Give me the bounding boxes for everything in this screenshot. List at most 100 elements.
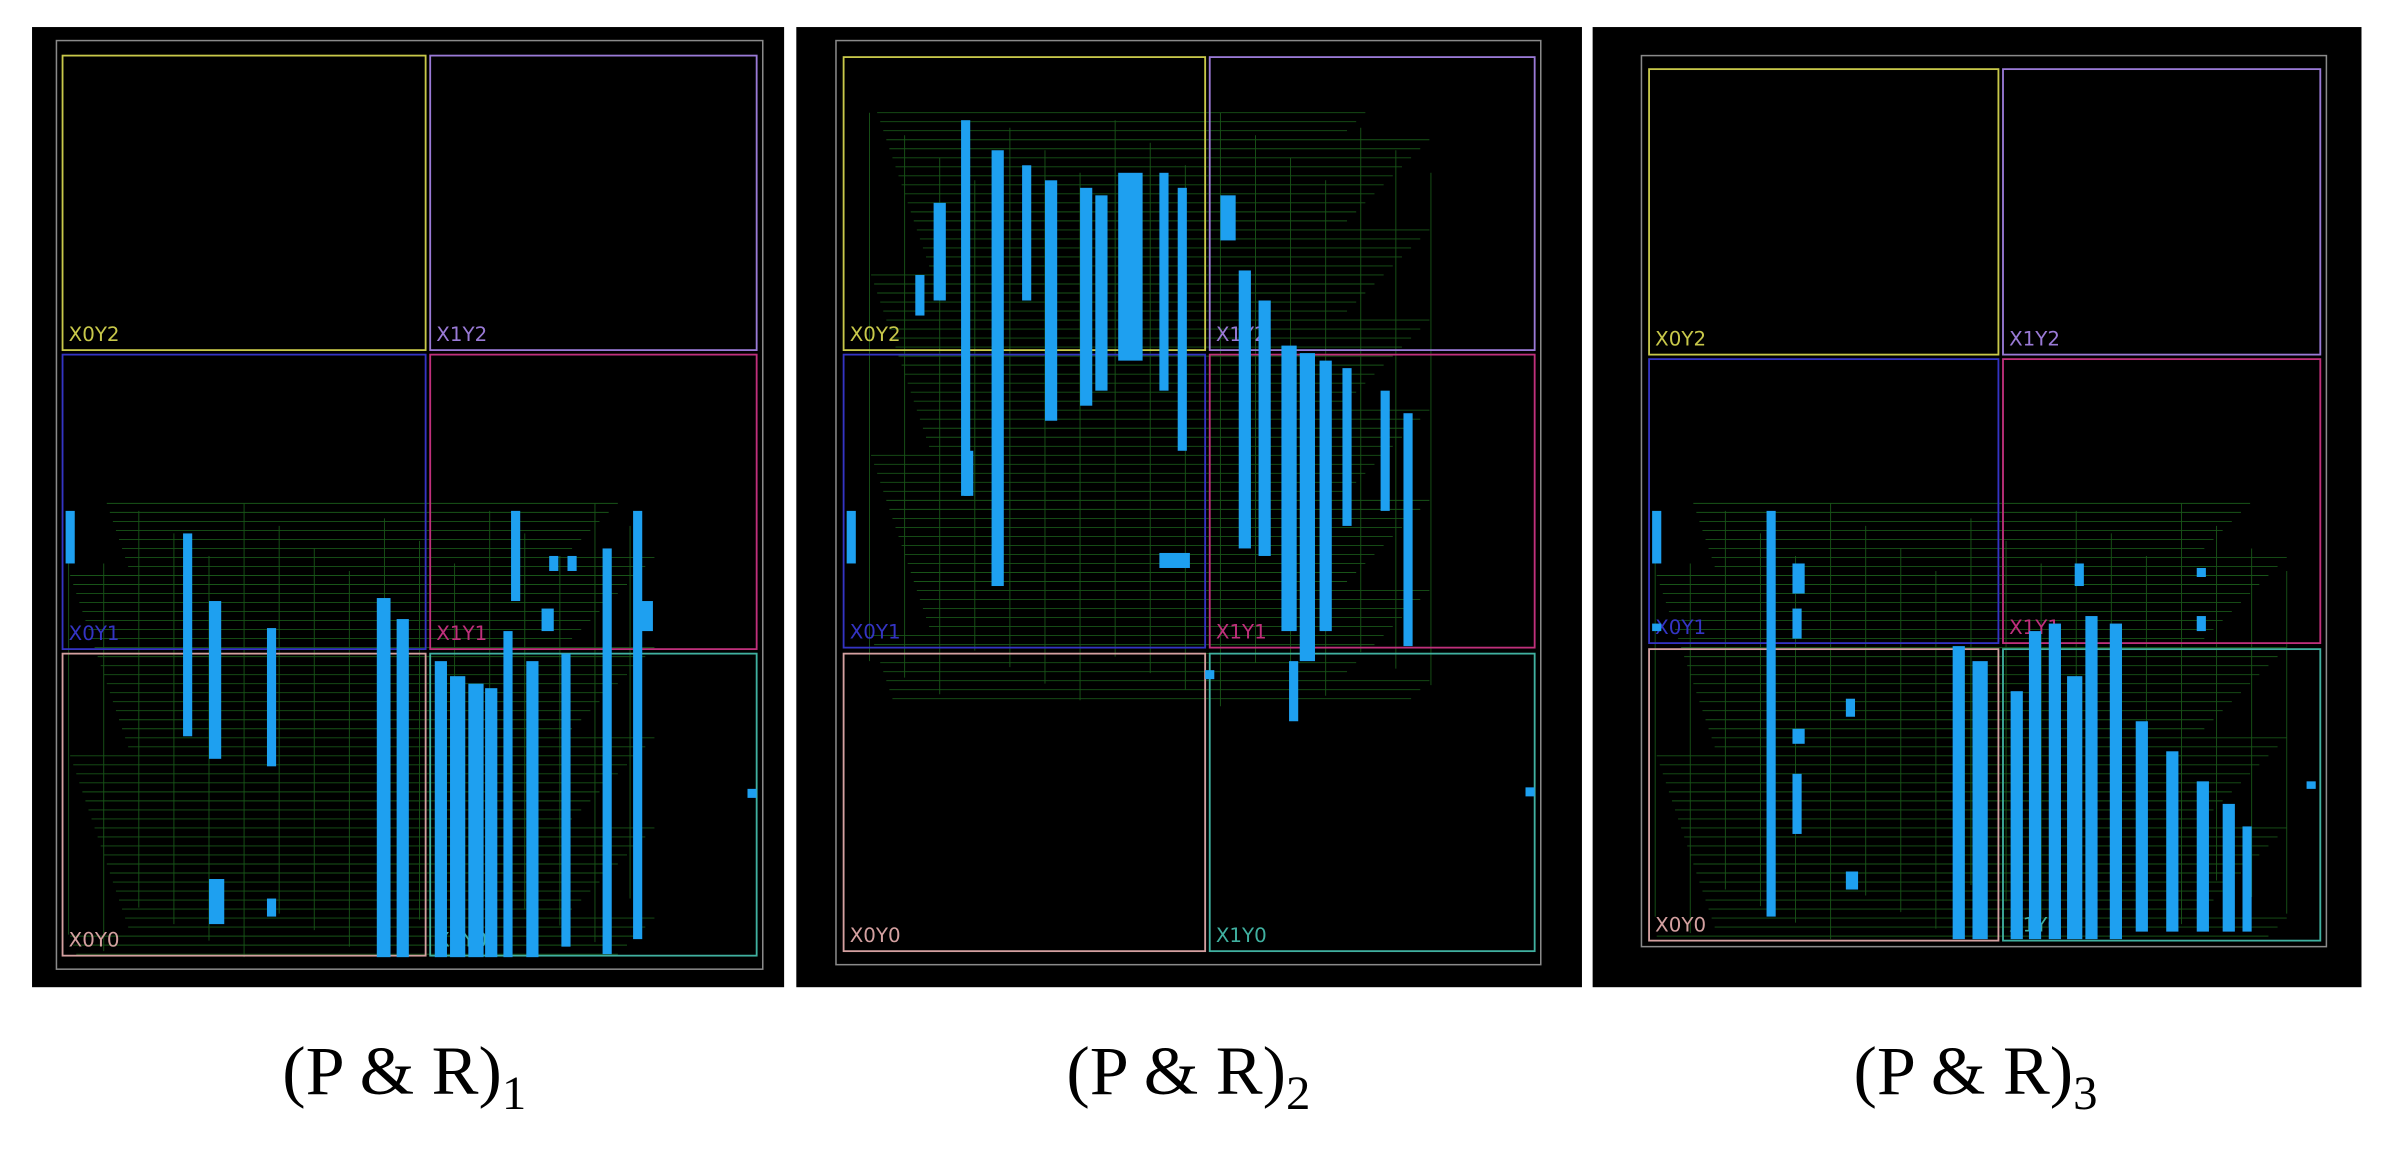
placed-cell <box>434 661 447 958</box>
placed-cell <box>602 548 612 955</box>
placed-cell <box>1289 661 1299 722</box>
clock-region <box>61 353 427 651</box>
placed-cell <box>1299 353 1315 662</box>
placed-cell <box>208 879 225 925</box>
placed-cell <box>2222 803 2235 932</box>
placed-cell <box>633 510 643 940</box>
placed-cell <box>503 631 513 958</box>
placed-cell <box>561 653 571 947</box>
clock-region <box>1208 353 1536 649</box>
clock-region <box>429 54 758 352</box>
region-label: X0Y2 <box>69 323 120 346</box>
placed-cell <box>526 661 539 958</box>
placed-cell <box>640 601 653 632</box>
caption-text: (P & R) <box>282 1033 502 1109</box>
placed-cell <box>65 510 75 564</box>
placed-cell <box>1281 345 1297 632</box>
region-label: X0Y0 <box>1655 914 1706 937</box>
placed-cell <box>2166 751 2179 932</box>
placed-cell <box>541 608 554 632</box>
clock-region <box>842 353 1207 649</box>
caption: (P & R)2 <box>1066 1033 1310 1119</box>
placed-cell <box>2196 616 2206 632</box>
device-background <box>796 27 1582 988</box>
placed-cell <box>1652 510 1662 564</box>
region-label: X1Y0 <box>1216 924 1267 947</box>
placed-cell <box>1342 368 1352 526</box>
clock-region <box>1648 648 2000 942</box>
placed-cell <box>266 628 277 767</box>
placed-cell <box>1258 300 1271 556</box>
placed-cell <box>991 150 1004 587</box>
placed-cell <box>567 555 577 571</box>
clock-region <box>2002 648 2322 942</box>
placed-cell <box>1205 670 1215 680</box>
caption-text: (P & R) <box>1854 1033 2074 1109</box>
clock-region <box>61 652 427 957</box>
region-label: X0Y1 <box>69 622 120 645</box>
clock-region <box>2002 358 2322 645</box>
placed-cell <box>1022 165 1032 301</box>
caption: (P & R)3 <box>1854 1033 2098 1119</box>
clock-region <box>429 353 758 651</box>
placed-cell <box>1159 172 1169 391</box>
placed-cell <box>208 601 222 759</box>
region-label: X1Y1 <box>2009 616 2060 639</box>
placed-cell <box>1220 195 1236 241</box>
placed-cell <box>1652 623 1662 632</box>
placed-cell <box>1044 180 1058 421</box>
placed-cell <box>396 619 409 958</box>
placed-cell <box>2135 721 2148 932</box>
placed-cell <box>961 120 971 496</box>
placed-cell <box>2109 623 2122 940</box>
placed-cell <box>1095 195 1108 391</box>
placed-cell <box>991 548 1001 587</box>
clock-region <box>1208 652 1536 953</box>
placed-cell <box>1177 187 1187 451</box>
region-label: X1Y2 <box>2009 328 2060 351</box>
placed-cell <box>1845 698 1856 717</box>
region-label: X0Y2 <box>850 323 901 346</box>
placed-cell <box>915 274 925 316</box>
region-label: X0Y0 <box>69 929 120 952</box>
placed-cell <box>846 510 856 564</box>
placed-cell <box>468 683 484 958</box>
placed-cell <box>183 533 193 737</box>
placed-cell <box>1845 871 1859 890</box>
clock-region <box>1208 56 1536 352</box>
clock-region <box>1648 358 2000 645</box>
placed-cell <box>376 598 391 958</box>
placed-cell <box>450 676 466 958</box>
placed-cell <box>1792 773 1802 834</box>
placed-cell <box>549 555 559 571</box>
device-border <box>55 39 764 970</box>
region-label: X1Y1 <box>1216 621 1267 644</box>
caption-subscript: 1 <box>502 1067 526 1120</box>
placed-cell <box>1766 510 1776 917</box>
region-label: X0Y0 <box>850 924 901 947</box>
clock-region <box>429 652 758 957</box>
caption-subscript: 2 <box>1286 1067 1310 1120</box>
region-label: X0Y2 <box>1655 328 1706 351</box>
placed-cell <box>1080 187 1093 406</box>
clock-region <box>842 56 1207 352</box>
placed-cell <box>485 688 498 958</box>
clock-region <box>61 54 427 352</box>
placed-cell <box>747 788 757 798</box>
region-label: X1Y1 <box>436 622 487 645</box>
placed-cell <box>2048 623 2061 940</box>
placed-cell <box>1972 661 1988 940</box>
clock-region <box>842 652 1207 953</box>
placed-cell <box>1159 552 1190 568</box>
clock-region <box>1648 68 2000 356</box>
caption-text: (P & R) <box>1066 1033 1286 1109</box>
placed-cell <box>964 450 974 496</box>
placed-cell <box>1792 608 1802 639</box>
device-border <box>835 39 1542 966</box>
placed-cell <box>1118 172 1143 361</box>
region-label: X0Y1 <box>850 621 901 644</box>
region-label: X0Y1 <box>1655 616 1706 639</box>
placed-cell <box>2306 781 2316 789</box>
